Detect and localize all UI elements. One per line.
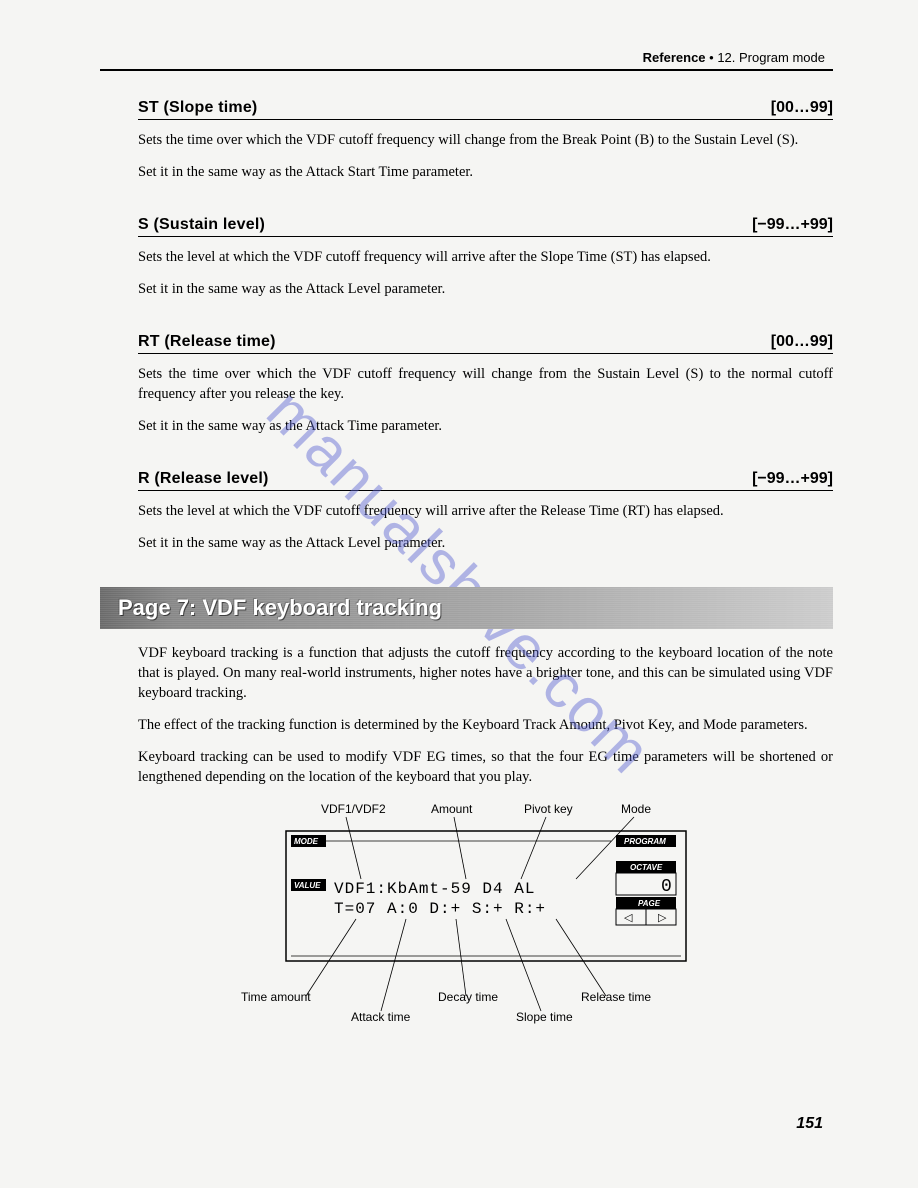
label-attack-time: Attack time (351, 1010, 411, 1024)
lcd-octave-value: 0 (661, 877, 672, 897)
label-slope-time: Slope time (516, 1010, 573, 1024)
label-time-amount: Time amount (241, 990, 311, 1004)
header-bold: Reference (643, 50, 706, 65)
section-heading: ST (Slope time) [00…99] (138, 99, 833, 120)
label-amount: Amount (431, 802, 473, 816)
para: Set it in the same way as the Attack Tim… (138, 416, 833, 436)
lcd-line2: T=07 A:0 D:+ S:+ R:+ (334, 900, 546, 918)
label-release-time: Release time (581, 990, 651, 1004)
lcd-page-label: PAGE (638, 899, 661, 908)
section-range: [−99…+99] (752, 470, 833, 488)
lcd-diagram: VDF1/VDF2 Amount Pivot key Mode MODE VAL… (138, 801, 833, 1031)
section-range: [00…99] (771, 333, 833, 351)
section-title: S (Sustain level) (138, 216, 265, 234)
para: Set it in the same way as the Attack Sta… (138, 162, 833, 182)
lcd-value-label: VALUE (294, 881, 321, 890)
label-decay-time: Decay time (438, 990, 498, 1004)
body-section: VDF keyboard tracking is a function that… (138, 643, 833, 787)
label-pivot: Pivot key (524, 802, 573, 816)
lcd-mode-label: MODE (294, 837, 319, 846)
banner-title: Page 7: VDF keyboard tracking (118, 595, 442, 621)
section-heading: R (Release level) [−99…+99] (138, 470, 833, 491)
section-rt: RT (Release time) [00…99] Sets the time … (138, 333, 833, 436)
para: Sets the level at which the VDF cutoff f… (138, 247, 833, 267)
section-title: R (Release level) (138, 470, 269, 488)
page-banner: Page 7: VDF keyboard tracking (100, 587, 833, 629)
top-rule (100, 69, 833, 71)
section-heading: RT (Release time) [00…99] (138, 333, 833, 354)
para: The effect of the tracking function is d… (138, 715, 833, 735)
lcd-line1: VDF1:KbAmt-59 D4 AL (334, 880, 535, 898)
header-sep: • (706, 50, 718, 65)
section-title: RT (Release time) (138, 333, 276, 351)
section-s: S (Sustain level) [−99…+99] Sets the lev… (138, 216, 833, 299)
section-st: ST (Slope time) [00…99] Sets the time ov… (138, 99, 833, 182)
svg-text:◁: ◁ (624, 912, 633, 924)
section-range: [00…99] (771, 99, 833, 117)
para: Sets the time over which the VDF cutoff … (138, 364, 833, 404)
para: Set it in the same way as the Attack Lev… (138, 533, 833, 553)
lcd-octave-label: OCTAVE (630, 863, 663, 872)
para: Sets the level at which the VDF cutoff f… (138, 501, 833, 521)
label-mode: Mode (621, 802, 651, 816)
header-rest: 12. Program mode (717, 50, 825, 65)
page-header: Reference • 12. Program mode (100, 50, 833, 65)
page-number: 151 (796, 1115, 823, 1133)
para: Keyboard tracking can be used to modify … (138, 747, 833, 787)
para: Set it in the same way as the Attack Lev… (138, 279, 833, 299)
para: Sets the time over which the VDF cutoff … (138, 130, 833, 150)
svg-text:▷: ▷ (658, 912, 667, 924)
section-title: ST (Slope time) (138, 99, 257, 117)
section-r: R (Release level) [−99…+99] Sets the lev… (138, 470, 833, 553)
para: VDF keyboard tracking is a function that… (138, 643, 833, 703)
lcd-program-label: PROGRAM (624, 837, 666, 846)
section-heading: S (Sustain level) [−99…+99] (138, 216, 833, 237)
label-vdf: VDF1/VDF2 (321, 802, 386, 816)
section-range: [−99…+99] (752, 216, 833, 234)
